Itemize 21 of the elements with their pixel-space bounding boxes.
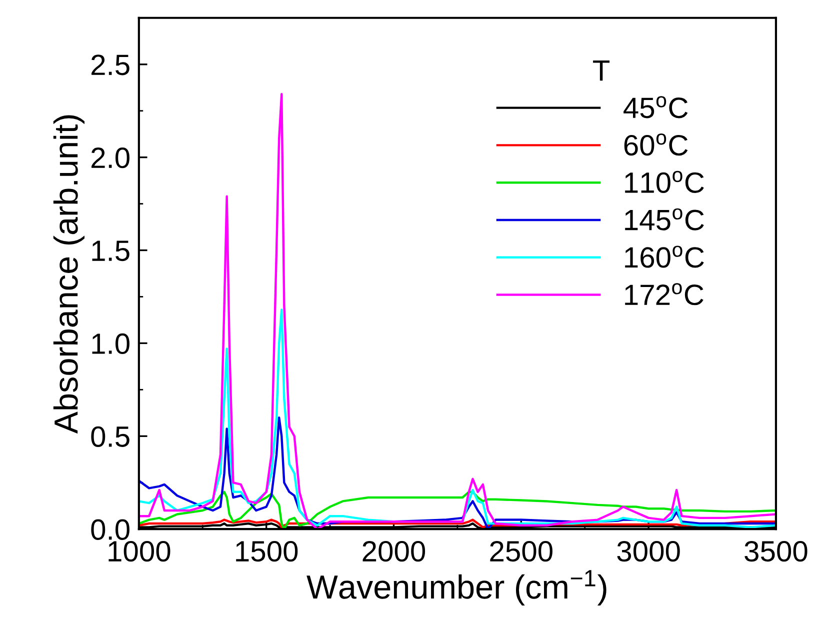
legend-label: 172$^{o}$C — [625, 283, 704, 306]
x-tick-label: 3500 — [744, 540, 808, 562]
y-tick-label: 2.0 — [92, 148, 130, 168]
y-tick-label: 1.0 — [92, 333, 130, 354]
y-tick-label: 0.5 — [91, 426, 130, 447]
x-axis-title: Wavenumber (cm$^{−1}$) — [306, 570, 606, 606]
x-tick-label: 1000 — [108, 540, 170, 562]
legend-label: 45$^{o}$C — [624, 96, 688, 118]
legend-label: 110$^{o}$C — [625, 170, 704, 193]
x-tick-label: 2500 — [490, 540, 552, 562]
y-tick-label: 1.5 — [92, 240, 130, 262]
y-tick-label: 0.0 — [91, 519, 130, 540]
legend-title: T — [593, 60, 610, 81]
x-tick-label: 3000 — [617, 540, 680, 562]
legend-label: 160$^{o}$C — [625, 246, 704, 268]
y-tick-label: 2.5 — [92, 54, 130, 76]
x-tick-label: 2000 — [362, 540, 426, 562]
x-tick-label: 1500 — [236, 540, 298, 562]
legend-label: 145$^{o}$C — [625, 208, 704, 230]
legend-label: 60$^{o}$C — [624, 134, 688, 156]
y-axis-title: Absorbance (arb.unit) — [53, 115, 84, 434]
